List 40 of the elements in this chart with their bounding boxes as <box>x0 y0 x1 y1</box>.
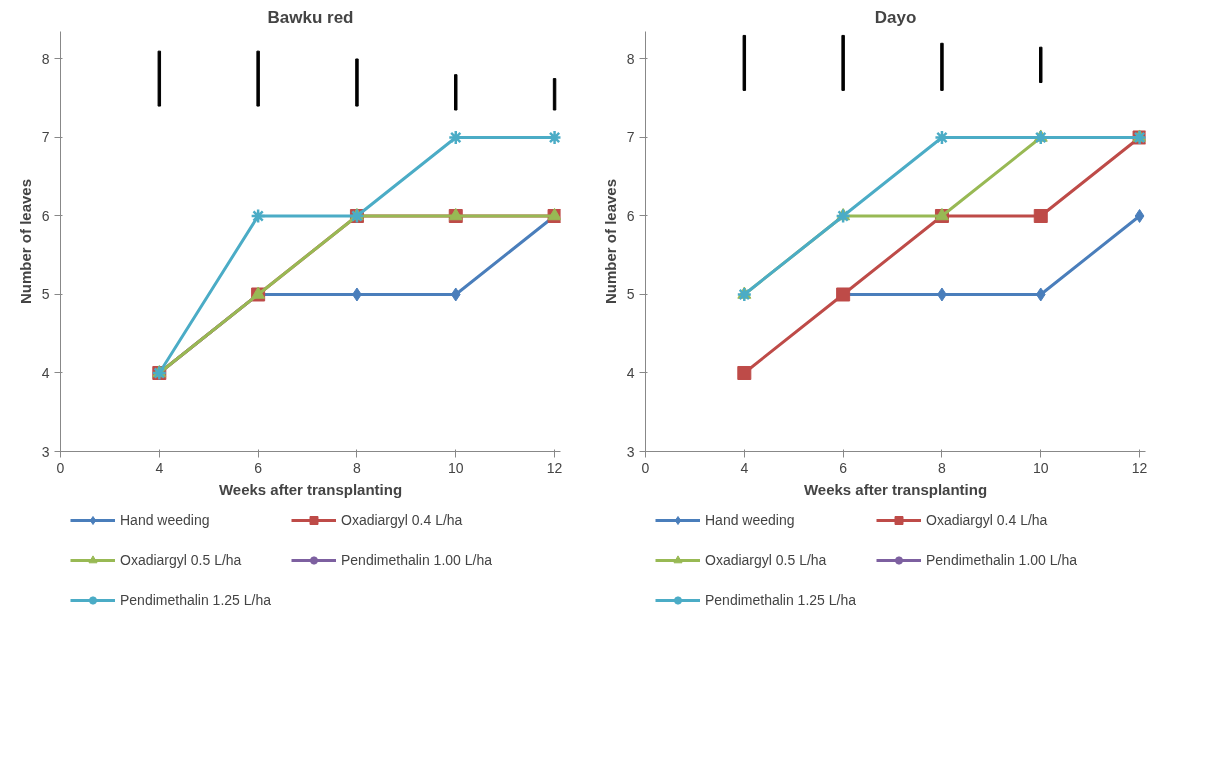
x-tick-label: 12 <box>1131 459 1148 476</box>
x-tick-label: 4 <box>740 459 749 476</box>
y-axis-title: Number of leaves <box>601 178 619 305</box>
y-tick-label: 7 <box>41 129 50 146</box>
y-tick-label: 4 <box>41 365 50 381</box>
legend-label: Pendimethalin 1.00 L/ha <box>341 552 492 568</box>
y-tick-label: 3 <box>41 443 50 460</box>
y-tick-label: 8 <box>41 50 50 67</box>
y-tick-label: 4 <box>626 365 635 381</box>
y-tick-label: 6 <box>41 207 50 224</box>
x-tick-label: 10 <box>1032 459 1049 476</box>
x-tick-label: 0 <box>641 459 650 476</box>
y-tick-label: 5 <box>626 286 635 303</box>
x-axis-title: Weeks after transplanting <box>218 480 403 498</box>
legend-label: Pendimethalin 1.00 L/ha <box>926 552 1077 568</box>
x-tick-label: 8 <box>938 459 947 476</box>
y-tick-label: 5 <box>41 286 50 303</box>
legend-label: Pendimethalin 1.25 L/ha <box>705 592 856 608</box>
x-tick-label: 6 <box>839 459 848 476</box>
y-tick-label: 3 <box>626 443 635 460</box>
legend-label: Oxadiargyl 0.4 L/ha <box>341 512 463 528</box>
x-tick-label: 4 <box>155 459 164 476</box>
legend-label: Oxadiargyl 0.5 L/ha <box>120 552 242 568</box>
x-tick-label: 0 <box>56 459 65 476</box>
x-tick-label: 6 <box>254 459 263 476</box>
x-tick-label: 10 <box>447 459 464 476</box>
y-axis-title: Number of leaves <box>16 178 34 305</box>
chart-title: Dayo <box>874 7 917 27</box>
legend-label: Pendimethalin 1.25 L/ha <box>120 592 271 608</box>
x-axis-title: Weeks after transplanting <box>803 480 988 498</box>
y-tick-label: 8 <box>626 50 635 67</box>
y-tick-label: 6 <box>626 207 635 224</box>
legend-label: Oxadiargyl 0.4 L/ha <box>926 512 1048 528</box>
x-tick-label: 12 <box>546 459 563 476</box>
legend-label: Oxadiargyl 0.5 L/ha <box>705 552 827 568</box>
y-tick-label: 7 <box>626 129 635 146</box>
x-tick-label: 8 <box>353 459 362 476</box>
legend-label: Hand weeding <box>120 512 210 528</box>
chart-title: Bawku red <box>267 7 354 27</box>
legend-label: Hand weeding <box>705 512 795 528</box>
